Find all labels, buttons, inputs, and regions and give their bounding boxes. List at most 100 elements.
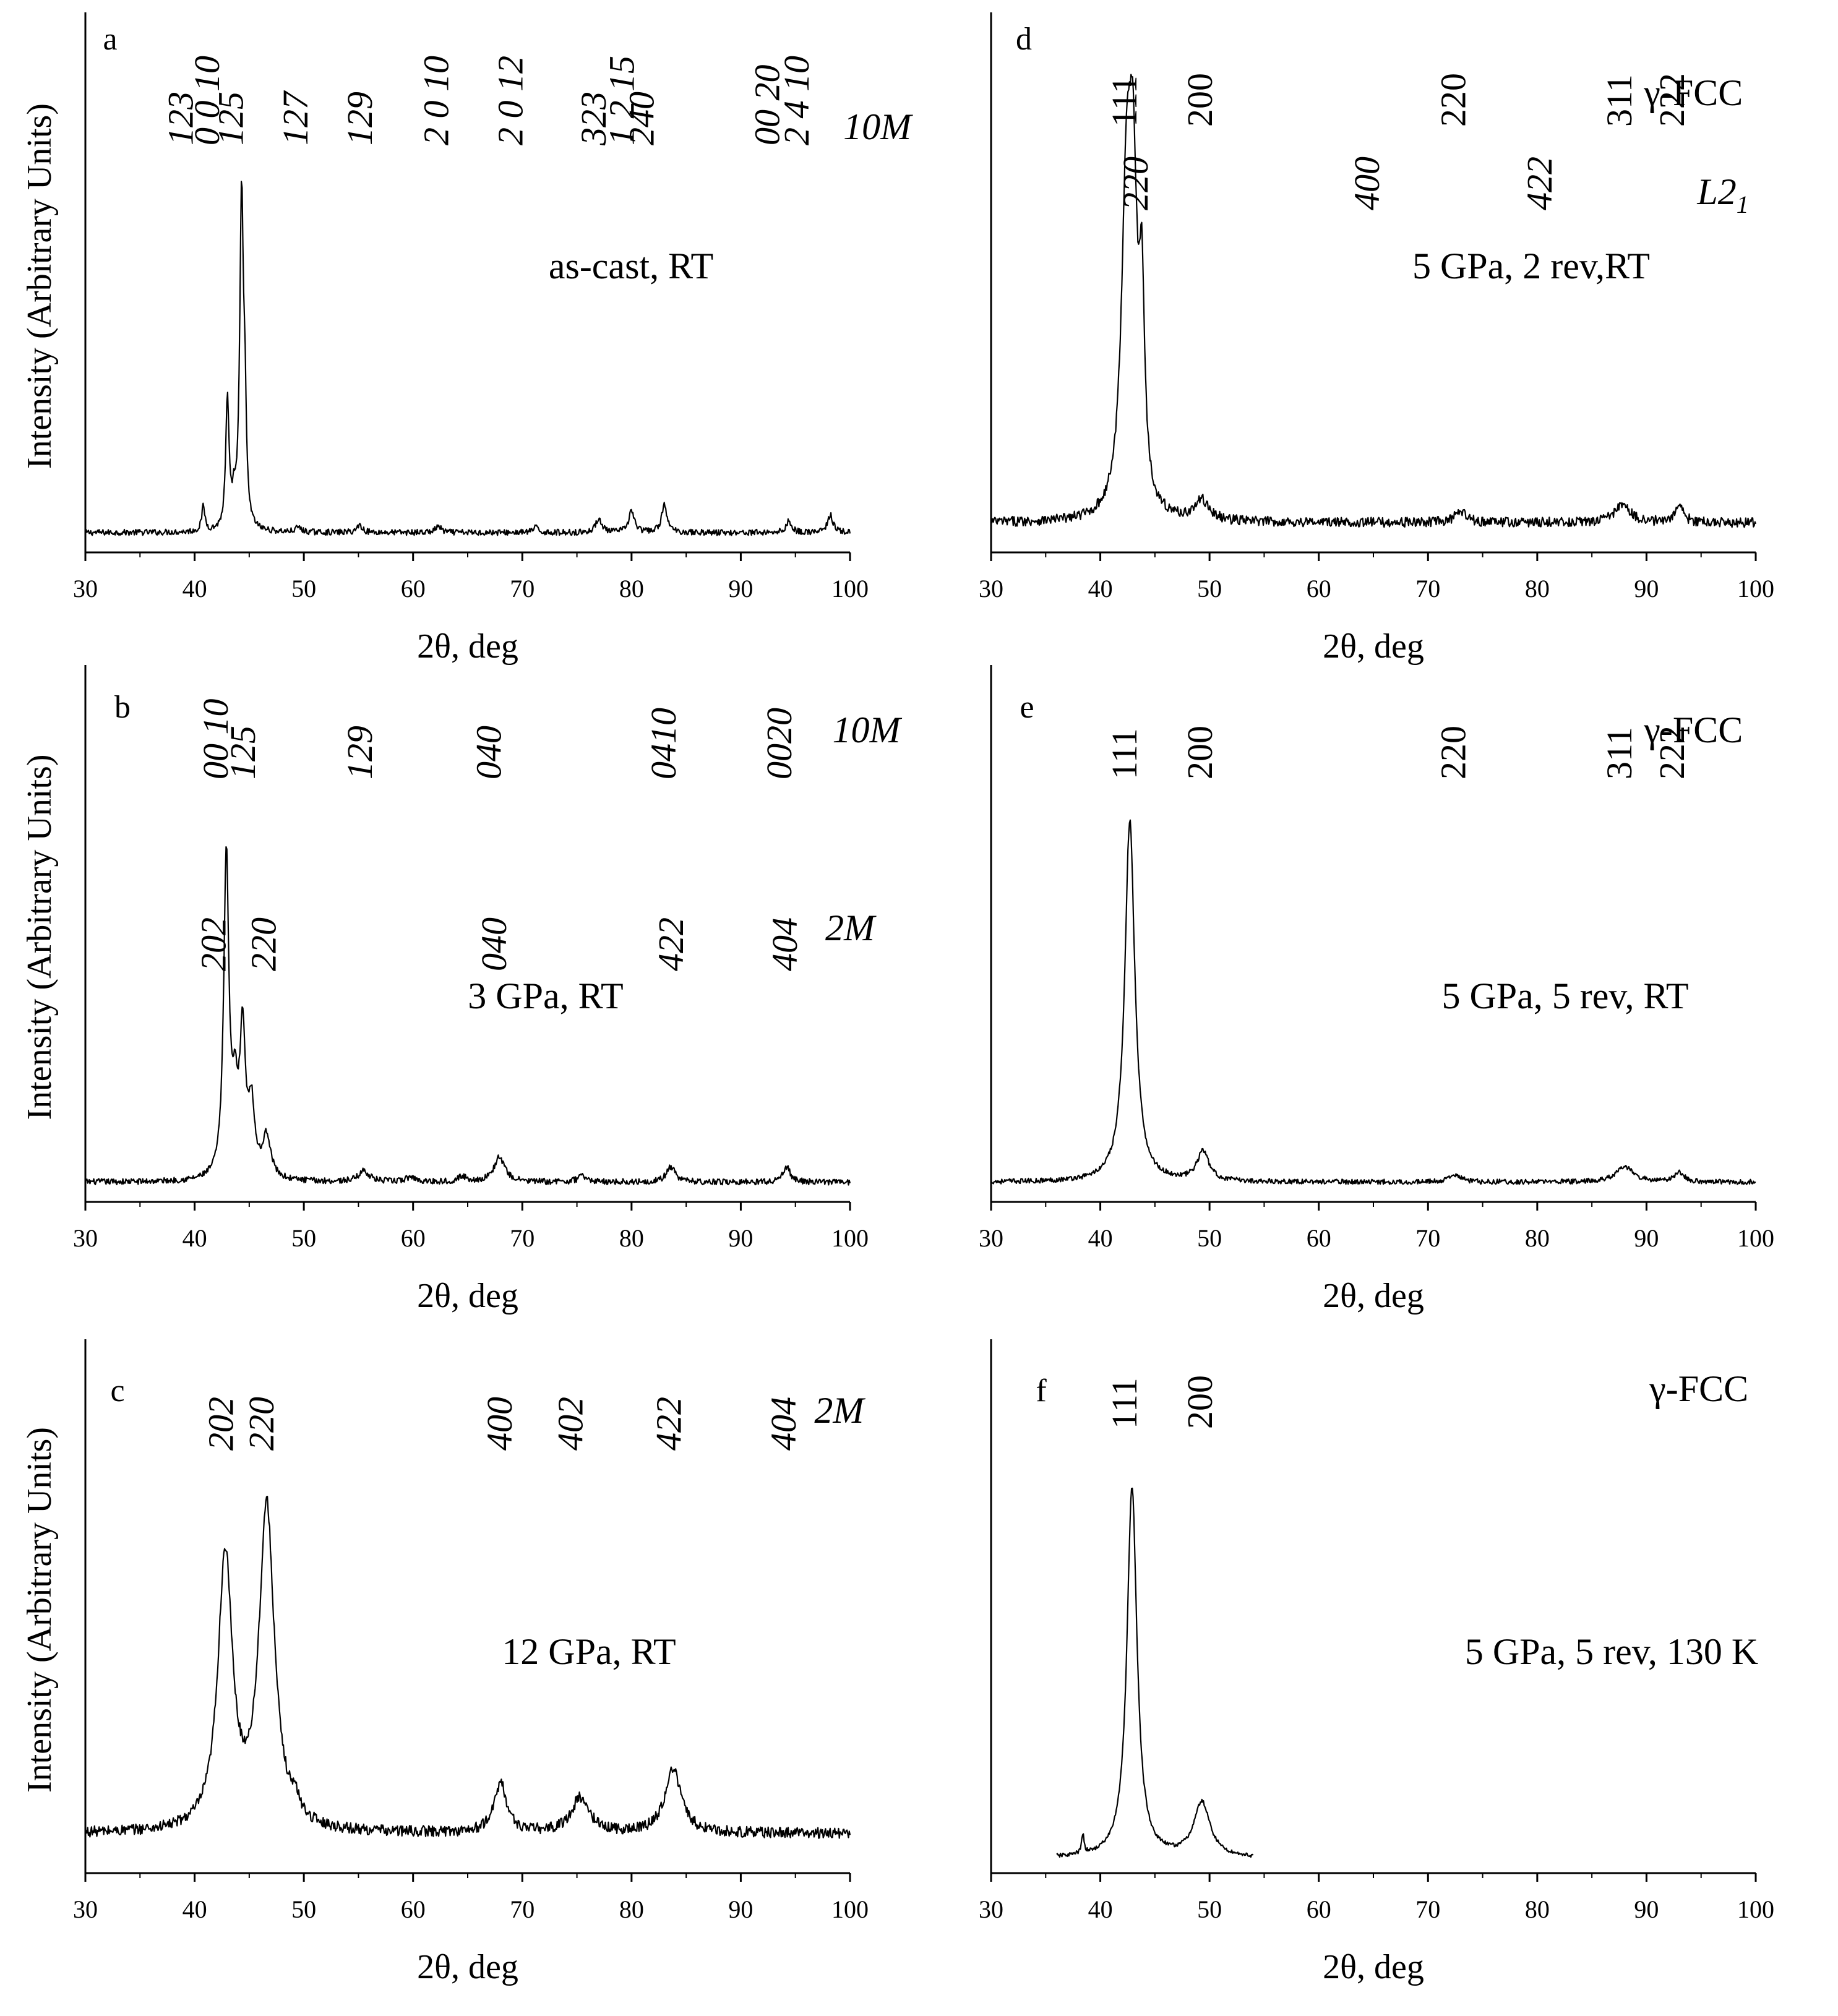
- y-axis-title: Intensity (Arbitrary Units): [20, 1427, 59, 1793]
- x-tick-label: 100: [831, 1895, 869, 1923]
- x-tick-label: 30: [73, 1224, 98, 1252]
- panel-letter: d: [1016, 22, 1032, 57]
- sample-condition-label: as-cast, RT: [549, 246, 713, 286]
- xrd-pattern-line: [990, 819, 1756, 1185]
- sample-condition-label: 5 GPa, 5 rev, 130 K: [1465, 1631, 1758, 1672]
- peak-hkl-label: 2 0 12: [491, 56, 531, 145]
- x-tick-label: 40: [183, 1224, 207, 1252]
- peak-hkl-label: 040: [474, 917, 514, 971]
- x-tick-label: 70: [1415, 1224, 1440, 1252]
- x-tick-label: 90: [728, 575, 753, 603]
- phase-name-label: γ-FCC: [1649, 1368, 1748, 1409]
- phase-name: γ-FCC: [1643, 710, 1743, 750]
- x-tick-label: 50: [291, 1224, 316, 1252]
- x-tick-label: 50: [1197, 1224, 1222, 1252]
- xrd-pattern-line: [84, 181, 851, 536]
- panel-c: 30 40 50 60 70 80 90 100 2θ, deg Intensity (Arbit…: [20, 1339, 869, 1986]
- x-tick-label: 100: [1737, 575, 1774, 603]
- peak-hkl-label: 311: [1599, 727, 1639, 779]
- peak-hkl-label: 404: [763, 1397, 804, 1451]
- x-tick-label: 60: [401, 1895, 426, 1923]
- panel-f: 30 40 50 60 70 80 90 100 2θ, deg f 5 GPa, 5 rev, 1…: [979, 1339, 1774, 1986]
- phase-name: 10M: [843, 106, 913, 147]
- peak-hkl-label: 200: [1180, 1375, 1220, 1429]
- phase-name: L2: [1696, 171, 1736, 212]
- x-tick-label: 40: [1088, 1224, 1113, 1252]
- phase-name-label: 2M: [825, 907, 877, 948]
- phase-name-label: L21: [1696, 171, 1748, 218]
- peak-hkl-label: 00 20: [747, 65, 788, 146]
- x-tick-label: 80: [619, 1895, 644, 1923]
- peak-hkl-label: 220: [1433, 726, 1474, 779]
- phase-name: γ-FCC: [1649, 1368, 1748, 1409]
- x-tick-label: 60: [401, 575, 426, 603]
- x-tick-label: 100: [831, 575, 869, 603]
- phase-name: 2M: [814, 1390, 865, 1431]
- x-tick-label: 30: [979, 1224, 1003, 1252]
- panel-letter: f: [1036, 1373, 1047, 1409]
- x-tick-label: 70: [1415, 1895, 1440, 1923]
- panel-letter: b: [114, 690, 131, 725]
- panel-letter: c: [110, 1373, 124, 1409]
- phase-name-label: 10M: [832, 710, 902, 750]
- panels: 30 40 50 60 70 80 90 100 2θ, deg Intensity (Arbit…: [20, 12, 1774, 1986]
- xrd-pattern-line: [1056, 1487, 1254, 1858]
- peak-hkl-label: 402: [551, 1397, 591, 1451]
- x-tick-label: 40: [183, 575, 207, 603]
- peak-hkl-label: 2 0 10: [416, 56, 457, 145]
- peak-hkl-label: 129: [340, 92, 380, 145]
- panel-d: 30 40 50 60 70 80 90 100 2θ, deg d 5 GPa, 2 rev,RT…: [979, 12, 1774, 666]
- x-tick-label: 50: [291, 575, 316, 603]
- x-axis-title: 2θ, deg: [417, 1277, 518, 1315]
- phase-name-label: γ-FCC: [1643, 710, 1743, 750]
- x-tick-label: 90: [1634, 1895, 1659, 1923]
- y-axis-title: Intensity (Arbitrary Units): [20, 103, 59, 469]
- x-tick-label: 90: [728, 1224, 753, 1252]
- panel-a: 30 40 50 60 70 80 90 100 2θ, deg Intensity (Arbit…: [20, 12, 913, 666]
- peak-hkl-label: 202: [193, 917, 233, 971]
- x-tick-label: 70: [1415, 575, 1440, 603]
- x-tick-label: 80: [619, 575, 644, 603]
- phase-name-label: 10M: [843, 106, 913, 147]
- peak-hkl-label: 220: [241, 1397, 281, 1451]
- panel-e: 30 40 50 60 70 80 90 100 2θ, deg e 5 GPa, 5 rev, R…: [979, 665, 1774, 1315]
- x-axis-title: 2θ, deg: [1323, 1948, 1424, 1986]
- peak-hkl-label: 1 2 15: [602, 56, 642, 145]
- peak-hkl-label: 127: [275, 90, 316, 145]
- peak-hkl-label: 200: [1180, 73, 1220, 127]
- phase-name: 10M: [832, 710, 902, 750]
- x-tick-label: 80: [1525, 1895, 1550, 1923]
- x-tick-label: 30: [73, 575, 98, 603]
- peak-hkl-label: 422: [651, 917, 691, 971]
- x-tick-label: 50: [291, 1895, 316, 1923]
- peak-hkl-label: 222: [1652, 73, 1692, 127]
- x-tick-label: 90: [1634, 575, 1659, 603]
- peak-hkl-label: 200: [1180, 726, 1220, 779]
- x-tick-label: 40: [1088, 575, 1113, 603]
- phase-subscript: 1: [1737, 191, 1749, 218]
- x-tick-label: 80: [1525, 575, 1550, 603]
- x-tick-label: 30: [73, 1895, 98, 1923]
- phase-name: 2M: [825, 907, 877, 948]
- peak-hkl-label: 202: [201, 1397, 241, 1451]
- peak-hkl-label: 404: [765, 917, 805, 971]
- peak-hkl-label: 00 10: [195, 699, 236, 780]
- x-tick-label: 90: [728, 1895, 753, 1923]
- x-tick-label: 100: [1737, 1224, 1774, 1252]
- peak-hkl-label: 2 4 10: [776, 56, 817, 145]
- x-tick-label: 60: [1307, 1224, 1331, 1252]
- peak-hkl-label: 111: [1104, 1378, 1144, 1429]
- peak-hkl-label: 240: [622, 92, 662, 145]
- xrd-pattern-line: [990, 74, 1757, 528]
- peak-hkl-label: 129: [340, 726, 380, 779]
- phase-name-label: 2M: [814, 1390, 865, 1431]
- peak-hkl-label: 0020: [759, 708, 799, 779]
- peak-hkl-label: 111: [1104, 728, 1144, 779]
- peak-hkl-label: 123: [160, 92, 200, 145]
- peak-hkl-label: 0410: [643, 708, 684, 779]
- sample-condition-label: 3 GPa, RT: [468, 976, 623, 1016]
- panel-letter: e: [1020, 690, 1034, 725]
- x-tick-label: 50: [1197, 1895, 1222, 1923]
- peak-hkl-label: 222: [1652, 726, 1692, 779]
